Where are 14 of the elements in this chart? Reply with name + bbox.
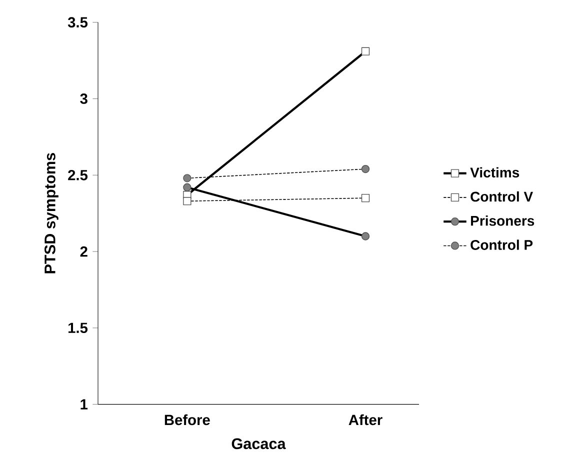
legend-label: Victims bbox=[470, 167, 520, 178]
y-tick-label: 3 bbox=[80, 93, 88, 104]
legend-label: Control P bbox=[470, 240, 533, 250]
x-tick-label: Before bbox=[164, 414, 210, 425]
y-tick-label: 3.5 bbox=[68, 16, 88, 28]
y-tick-label: 2 bbox=[80, 246, 88, 256]
y-tick-label: 1 bbox=[80, 399, 88, 410]
x-axis-title: Gacaca bbox=[232, 438, 286, 449]
legend-label: Prisoners bbox=[471, 215, 534, 226]
y-axis-title: PTSD symptoms bbox=[44, 152, 58, 274]
y-tick-label: 1.5 bbox=[68, 322, 88, 333]
x-tick-label: After bbox=[348, 414, 382, 425]
y-tick-label: 2.5 bbox=[68, 170, 88, 180]
legend-label: Control V bbox=[470, 191, 533, 202]
